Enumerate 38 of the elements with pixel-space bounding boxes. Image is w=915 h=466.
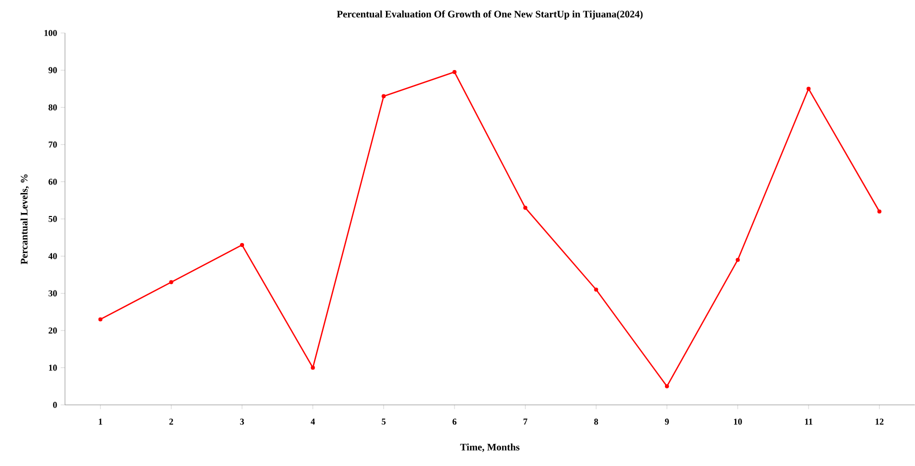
x-tick-label: 6 [452, 418, 456, 425]
x-tick-label: 11 [805, 418, 812, 425]
y-tick-label: 80 [48, 104, 57, 110]
x-tick-label: 9 [664, 418, 669, 425]
point [169, 280, 174, 284]
x-tick-label: 8 [594, 418, 598, 425]
point [240, 242, 244, 248]
x-axis-title: Time, Months [460, 444, 520, 452]
y-tick-label: 0 [53, 402, 57, 408]
x-tick-label: 3 [240, 418, 244, 425]
point [664, 384, 669, 388]
point [594, 288, 598, 292]
x-tick-label: 7 [524, 418, 528, 425]
point [98, 317, 102, 322]
y-tick-label: 40 [48, 253, 57, 260]
y-tick-label: 10 [48, 364, 57, 371]
y-tick-label: 50 [48, 216, 57, 222]
x-tick-label: 2 [169, 418, 174, 425]
point [382, 94, 386, 98]
x-tick-label: 10 [734, 418, 742, 425]
point [806, 86, 811, 91]
chart-title: Percentual Evaluation Of Growth of One New StartUp in Tijuana(2024) [336, 10, 643, 20]
point [452, 70, 457, 74]
x-tick-label: 1 [98, 418, 102, 425]
y-tick-label: 20 [48, 328, 57, 334]
y-axis-title: Percantual Levels, % [20, 174, 29, 264]
y-tick-label: 90 [48, 67, 57, 74]
x-tick-label: 5 [382, 418, 386, 425]
y-tick-label: 70 [48, 142, 57, 148]
point [877, 210, 882, 214]
y-tick-label: 100 [44, 30, 57, 36]
x-tick-label: 12 [876, 418, 884, 425]
x-tick-label: 4 [310, 418, 315, 425]
point [736, 258, 740, 262]
y-tick-label: 30 [48, 290, 57, 296]
y-tick-label: 60 [48, 178, 57, 185]
point [310, 366, 315, 370]
point [523, 206, 528, 210]
